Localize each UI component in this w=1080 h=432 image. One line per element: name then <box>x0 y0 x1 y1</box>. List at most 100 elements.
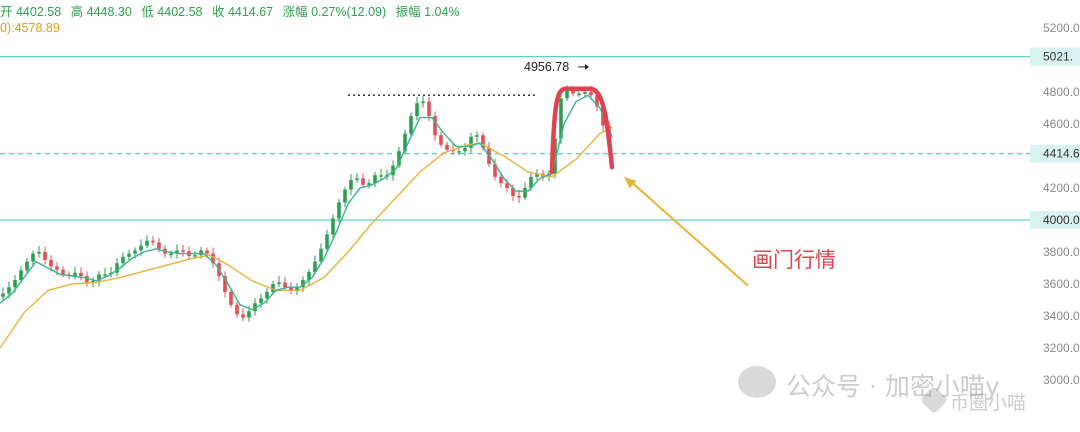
candle-body <box>223 276 227 292</box>
candle-body <box>403 133 407 152</box>
candle-body <box>457 151 461 153</box>
candle-body <box>169 253 173 256</box>
candle-body <box>529 176 533 188</box>
candle-body <box>589 92 593 96</box>
price-level-label: 4414.6 <box>1043 147 1080 161</box>
candle-body <box>499 176 503 184</box>
candle-body <box>355 178 359 180</box>
price-level-label: 4000.0 <box>1043 213 1080 227</box>
close-value: 收 4414.67 <box>211 5 274 19</box>
candle-body <box>409 116 413 134</box>
candle-body <box>505 183 509 188</box>
ma-slow-line <box>0 126 613 349</box>
candle-body <box>61 269 65 275</box>
annotation-arrow-line <box>629 180 749 287</box>
price-level-badge <box>1030 144 1080 163</box>
wechat-icon <box>738 366 776 398</box>
candle-body <box>325 234 329 249</box>
high-value: 高 4448.30 <box>70 5 132 19</box>
candle-body <box>253 303 257 312</box>
candle-body <box>307 272 311 280</box>
change-value: 涨幅 0.27%(12.09) <box>282 5 387 19</box>
y-axis-tick-label: 4800.0 <box>1043 85 1080 99</box>
candle-body <box>373 175 377 184</box>
candle-body <box>121 256 125 264</box>
watermark-author: 币圈小喵 <box>950 392 1027 414</box>
candle-body <box>271 284 275 292</box>
candle-body <box>19 270 23 280</box>
y-axis-tick-label: 4600.0 <box>1043 117 1080 131</box>
open-value: 开 4402.58 <box>0 5 62 19</box>
y-axis-tick-label: 3600.0 <box>1043 277 1080 291</box>
candle-body <box>31 253 35 262</box>
candle-body <box>445 144 449 150</box>
candle-body <box>295 287 299 291</box>
candle-body <box>469 136 473 148</box>
candle-body <box>337 202 341 219</box>
candle-body <box>379 175 383 177</box>
amplitude-value: 振幅 1.04% <box>395 5 460 19</box>
candle-body <box>517 196 521 198</box>
y-axis-tick-label: 3200.0 <box>1043 341 1080 355</box>
candle-body <box>277 282 281 284</box>
candle-body <box>73 272 77 276</box>
candle-body <box>523 188 527 198</box>
candle-body <box>85 276 89 283</box>
candle-body <box>235 304 239 315</box>
candle-body <box>55 266 59 270</box>
candle-body <box>289 287 293 291</box>
peak-price-label: 4956.78 <box>524 60 569 74</box>
candle-body <box>175 250 179 254</box>
candle-body <box>133 250 137 254</box>
candle-body <box>283 282 287 288</box>
y-axis-tick-label: 4200.0 <box>1043 181 1080 195</box>
candle-body <box>481 135 485 148</box>
candle-body <box>43 252 47 260</box>
candle-body <box>421 101 425 104</box>
candle-body <box>535 173 539 177</box>
candle-body <box>145 240 149 246</box>
y-axis-tick-label: 3400.0 <box>1043 309 1080 323</box>
candle-body <box>343 189 347 203</box>
candle-body <box>139 245 143 251</box>
candle-body <box>397 151 401 166</box>
candle-body <box>577 93 581 96</box>
candle-body <box>259 298 263 304</box>
candle-body <box>427 101 431 116</box>
price-level-badge <box>1030 47 1080 66</box>
candle-body <box>571 90 575 94</box>
candle-body <box>97 274 101 281</box>
ma-fast-line <box>0 94 613 311</box>
candle-body <box>199 250 203 256</box>
candle-body <box>415 103 419 116</box>
y-axis-tick-label: 3000.0 <box>1043 373 1080 387</box>
ma-readout: 0):4578.89 <box>0 21 60 35</box>
candle-body <box>247 311 251 318</box>
candle-body <box>493 164 497 177</box>
candle-body <box>229 292 233 305</box>
candle-body <box>79 272 83 276</box>
candle-body <box>331 218 335 235</box>
candle-body <box>583 92 587 94</box>
y-axis-tick-label: 3800.0 <box>1043 245 1080 259</box>
candle-body <box>265 292 269 299</box>
ohlc-readout: 开 4402.58 高 4448.30 低 4402.58 收 4414.67 … <box>0 1 466 20</box>
candle-body <box>211 253 215 264</box>
candle-body <box>367 183 371 185</box>
candle-body <box>157 242 161 249</box>
candle-body <box>313 261 317 272</box>
candle-body <box>49 260 53 267</box>
candle-body <box>25 261 29 271</box>
pattern-annotation-text: 画门行情 <box>752 248 836 272</box>
peak-arrow-icon <box>585 63 589 70</box>
annotation-arrowhead-icon <box>624 176 637 189</box>
price-level-label: 5021. <box>1043 50 1073 64</box>
candle-body <box>13 280 17 288</box>
candle-body <box>565 90 569 99</box>
candle-body <box>361 178 365 185</box>
candle-body <box>103 274 107 276</box>
candle-body <box>559 98 563 139</box>
candle-body <box>7 287 11 294</box>
